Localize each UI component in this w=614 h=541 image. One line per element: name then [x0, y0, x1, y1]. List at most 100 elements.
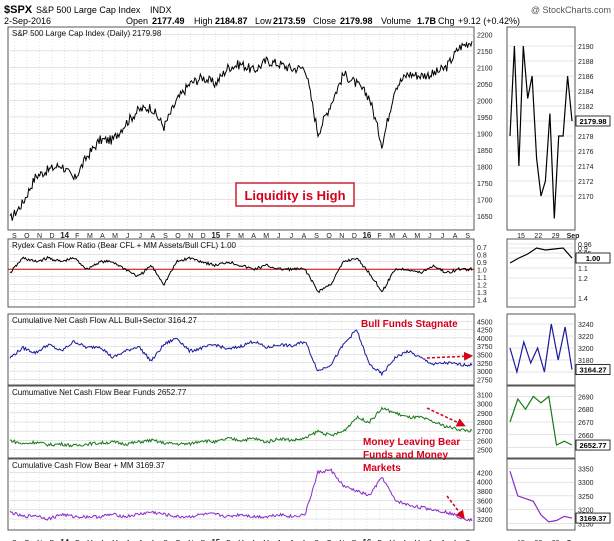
detail-tick-label-bear: 2690 [578, 394, 594, 401]
detail-tick-label-bear: 2680 [578, 407, 594, 414]
y-tick-label-ratio: 0.8 [477, 252, 487, 259]
x-tick-label: N [188, 233, 193, 240]
last-value-label-bull: 3164.27 [579, 366, 606, 375]
low-label: Low [255, 16, 272, 26]
series-line-bear [9, 406, 473, 448]
detail-tick-label-price: 2178 [578, 134, 594, 141]
exchange-label: INDX [150, 5, 172, 15]
detail-tick-label-price: 2176 [578, 149, 594, 156]
detail-tick-label-ratio: 1.1 [578, 266, 588, 273]
x-tick-label: 15 [211, 538, 220, 541]
detail-tick-label-price: 2174 [578, 164, 594, 171]
detail-tick-label-price: 2182 [578, 104, 594, 111]
y-tick-label-ratio: 0.9 [477, 260, 487, 267]
y-tick-label-bull: 3500 [477, 352, 493, 359]
y-tick-label-bear: 2900 [477, 411, 493, 418]
x-tick-label: J [126, 233, 130, 240]
x-tick-label: J [277, 233, 281, 240]
detail-tick-label-bearmm: 3200 [578, 508, 594, 515]
x-tick-label: A [402, 233, 407, 240]
panel-title-price: S&P 500 Large Cap Index (Daily) 2179.98 [12, 29, 162, 38]
bull-stagnate-arrow [426, 351, 473, 361]
detail-x-tick-label: Sep [567, 233, 580, 240]
high-label: High [194, 16, 213, 26]
y-tick-label-bear: 2600 [477, 438, 493, 445]
detail-tick-label-ratio: 1.4 [578, 296, 588, 303]
y-tick-label-bearmm: 3200 [477, 517, 493, 524]
detail-tick-label-ratio: 1.2 [578, 276, 588, 283]
annotations: Liquidity is High Bull Funds Stagnate Mo… [235, 182, 473, 520]
y-tick-label-bull: 3000 [477, 369, 493, 376]
index-name: S&P 500 Large Cap Index [36, 5, 141, 15]
last-value-box-bull [575, 364, 611, 376]
y-tick-label-price: 2050 [477, 82, 493, 89]
y-tick-label-price: 1700 [477, 198, 493, 205]
chg-value: +9.12 (+0.42%) [458, 16, 520, 26]
x-tick-label: 15 [211, 231, 220, 240]
close-value: 2179.98 [340, 16, 373, 26]
detail-tick-label-price: 2184 [578, 89, 594, 96]
x-tick-label: D [201, 233, 206, 240]
x-tick-label: N [37, 233, 42, 240]
detail-tick-label-price: 2186 [578, 74, 594, 81]
panel-bear: 2500 2600 2700 2800 2900 3000 3100 Cumumative N… [7, 385, 611, 459]
last-value-label-bear: 2652.77 [579, 441, 606, 450]
y-tick-label-bear: 2800 [477, 420, 493, 427]
y-tick-label-ratio: 0.7 [477, 245, 487, 252]
x-tick-label: A [453, 233, 458, 240]
x-tick-label: M [389, 233, 395, 240]
y-tick-label-bearmm: 4200 [477, 470, 493, 477]
bull-stagnate-annotation: Bull Funds Stagnate [361, 319, 458, 330]
detail-tick-label-ratio: 0.96 [578, 242, 592, 249]
y-tick-label-bearmm: 4000 [477, 480, 493, 487]
y-tick-label-bearmm: 3400 [477, 508, 493, 515]
y-tick-label-bull: 2750 [477, 377, 493, 384]
volume-value: 1.7B [417, 16, 437, 26]
x-tick-label: O [24, 233, 30, 240]
y-tick-label-bear: 3000 [477, 402, 493, 409]
y-tick-label-price: 1800 [477, 165, 493, 172]
copyright-label: @ StockCharts.com [531, 5, 611, 15]
detail-line-bull [509, 323, 573, 375]
x-tick-label: 16 [362, 231, 371, 240]
x-tick-label: M [414, 233, 420, 240]
x-tick-label: M [238, 233, 244, 240]
money-leaving-line-2: Funds and Money [363, 450, 448, 461]
high-value: 2184.87 [215, 16, 248, 26]
x-tick-label: M [112, 233, 118, 240]
x-tick-label: J [441, 233, 445, 240]
x-tick-label: A [100, 233, 105, 240]
last-value-label-bearmm: 3169.37 [579, 514, 606, 523]
symbol-label: $SPX [4, 4, 33, 16]
panel-title-ratio: Rydex Cash Flow Ratio (Bear CFL + MM Ass… [12, 241, 237, 250]
detail-tick-label-bearmm: 3300 [578, 480, 594, 487]
detail-x-tick-label: 15 [517, 233, 525, 240]
last-value-box-bearmm [575, 512, 611, 524]
detail-line-ratio [509, 247, 573, 264]
last-value-box-price [575, 115, 611, 127]
y-tick-label-price: 1750 [477, 181, 493, 188]
x-tick-label: D [50, 233, 55, 240]
liquidity-box [235, 182, 355, 207]
detail-tick-label-bull: 3240 [578, 322, 594, 329]
x-tick-label: S [12, 233, 17, 240]
chart-header: $SPX S&P 500 Large Cap Index INDX @ Stoc… [4, 4, 611, 26]
x-tick-label: S [314, 233, 319, 240]
x-tick-label: F [226, 233, 230, 240]
panel-title-bull: Cumulative Net Cash Flow ALL Bull+Sector… [12, 316, 197, 325]
x-tick-label: 14 [60, 231, 69, 240]
x-tick-label: F [377, 233, 381, 240]
y-tick-label-price: 2150 [477, 49, 493, 56]
detail-tick-label-bull: 3200 [578, 346, 594, 353]
y-tick-label-ratio: 1.1 [477, 275, 487, 282]
y-tick-label-bull: 3750 [477, 344, 493, 351]
x-tick-label: O [326, 233, 332, 240]
x-tick-label: J [138, 233, 142, 240]
y-tick-label-bull: 4000 [477, 336, 493, 343]
last-value-label-price: 2179.98 [579, 117, 606, 126]
series-line-bearmm [9, 468, 473, 522]
detail-tick-label-bearmm: 3250 [578, 494, 594, 501]
y-tick-label-ratio: 1.4 [477, 297, 487, 304]
